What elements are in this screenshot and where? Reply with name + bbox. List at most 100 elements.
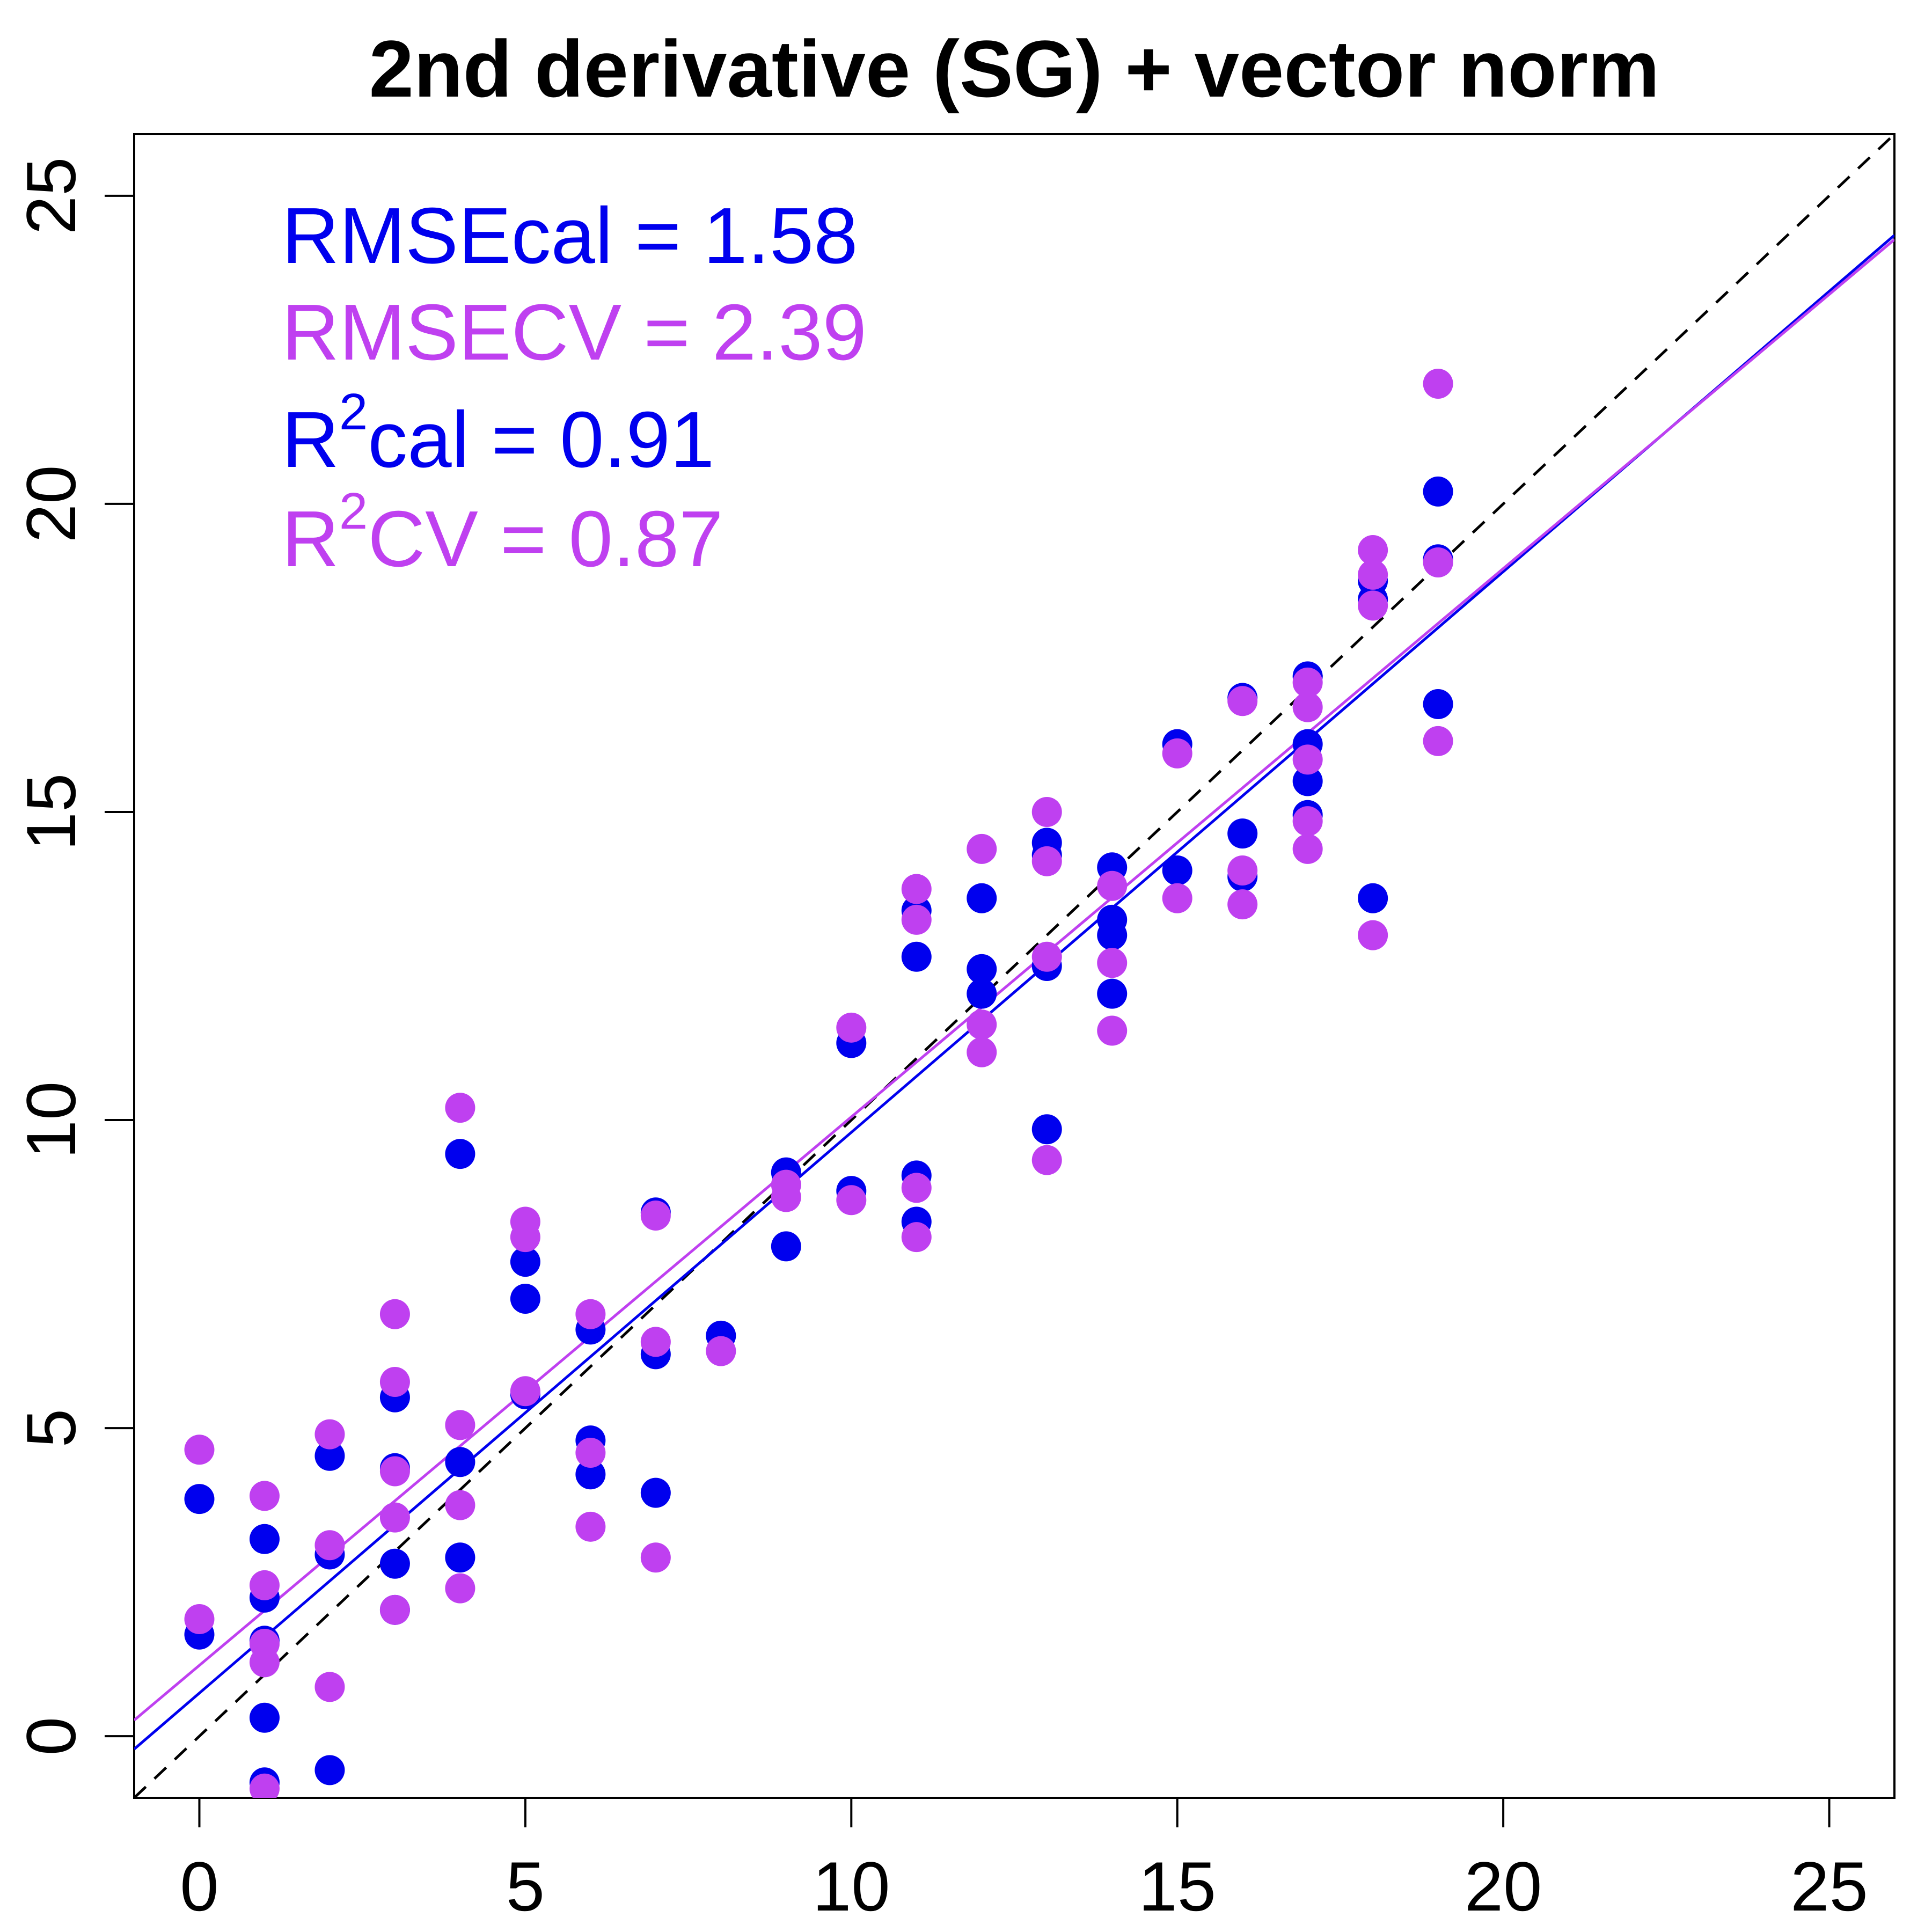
point-cv: [1227, 889, 1258, 920]
identity-line: [134, 134, 1894, 1798]
point-cv: [1031, 941, 1062, 972]
point-cv: [445, 1490, 475, 1520]
point-cv: [575, 1299, 606, 1329]
point-cal: [445, 1542, 475, 1573]
point-cv: [1031, 1145, 1062, 1175]
point-cv: [379, 1502, 410, 1533]
point-cal: [1097, 920, 1128, 950]
point-cv: [901, 874, 932, 904]
point-cv: [901, 1222, 932, 1253]
point-cv: [1358, 590, 1388, 621]
x-tick-label: 0: [180, 1847, 218, 1926]
y-tick-label: 20: [12, 465, 90, 543]
point-cv: [1423, 547, 1453, 577]
point-cv: [1227, 686, 1258, 716]
point-cal: [575, 1459, 606, 1490]
point-cv: [379, 1367, 410, 1397]
point-cv: [510, 1222, 540, 1253]
point-cal: [967, 978, 997, 1009]
point-cal: [445, 1139, 475, 1169]
point-cal: [1292, 766, 1323, 796]
point-cal: [314, 1755, 345, 1785]
point-cv: [314, 1530, 345, 1561]
x-tick-label: 15: [1138, 1847, 1216, 1926]
chart-title: 2nd derivative (SG) + vector norm: [369, 24, 1660, 114]
point-cv: [314, 1419, 345, 1450]
point-cv: [1292, 744, 1323, 775]
point-cv: [184, 1604, 215, 1635]
point-cv: [445, 1573, 475, 1604]
point-cv: [771, 1182, 801, 1212]
point-cv: [445, 1410, 475, 1440]
point-cv: [184, 1435, 215, 1465]
point-cv: [249, 1481, 280, 1511]
point-cv: [967, 1009, 997, 1040]
point-cv: [1097, 948, 1128, 978]
stats-annotation: RMSEcal = 1.58 RMSECV = 2.39 R2cal = 0.9…: [282, 192, 867, 583]
point-cv: [379, 1299, 410, 1329]
point-cv: [1423, 369, 1453, 399]
point-cal: [249, 1524, 280, 1554]
point-cv: [1423, 726, 1453, 756]
point-cal: [184, 1484, 215, 1514]
point-cv: [1358, 535, 1388, 565]
point-cal: [1227, 818, 1258, 849]
point-cv: [1097, 1015, 1128, 1046]
point-cv: [1292, 667, 1323, 698]
point-cal: [1097, 978, 1128, 1009]
point-cal: [249, 1702, 280, 1733]
point-cv: [379, 1456, 410, 1487]
point-cv: [640, 1201, 671, 1231]
regression-line-cv: [134, 238, 1894, 1722]
point-cv: [1162, 883, 1192, 913]
point-cv: [836, 1012, 867, 1043]
y-tick-label: 15: [12, 773, 90, 851]
point-cv: [1358, 920, 1388, 950]
point-cv: [967, 1037, 997, 1067]
point-cal: [967, 883, 997, 913]
point-cv: [379, 1594, 410, 1625]
plot-frame: [133, 133, 1896, 1799]
point-cv: [510, 1376, 540, 1407]
point-cal: [771, 1231, 801, 1262]
rmse-cv-label: RMSECV = 2.39: [282, 288, 867, 377]
point-cv: [901, 1173, 932, 1203]
point-cv: [1031, 796, 1062, 827]
point-cv: [249, 1773, 280, 1798]
point-cv: [1097, 870, 1128, 901]
point-cv: [445, 1093, 475, 1123]
x-axis: 0 5 10 15 20 25: [180, 1798, 1868, 1926]
point-cal: [1031, 1114, 1062, 1145]
x-tick-label: 25: [1790, 1847, 1868, 1926]
point-cv: [314, 1672, 345, 1702]
r2-cv-label: R2CV = 0.87: [282, 482, 723, 583]
point-cv: [1227, 855, 1258, 886]
point-cv: [706, 1336, 736, 1366]
point-cal: [379, 1548, 410, 1579]
y-tick-label: 25: [12, 157, 90, 235]
data-points: [184, 369, 1453, 1798]
point-cv: [967, 833, 997, 864]
x-tick-label: 20: [1465, 1847, 1542, 1926]
point-cv: [249, 1570, 280, 1600]
point-cv: [836, 1185, 867, 1216]
point-cv: [575, 1511, 606, 1542]
point-cv: [901, 904, 932, 935]
point-cv: [1292, 833, 1323, 864]
point-cv: [640, 1542, 671, 1573]
point-cal: [967, 954, 997, 984]
point-cal: [510, 1247, 540, 1277]
regression-lines: [134, 234, 1894, 1751]
point-cv: [249, 1647, 280, 1678]
point-cal: [510, 1284, 540, 1314]
point-cv: [1031, 846, 1062, 876]
point-cv: [640, 1327, 671, 1357]
point-cal: [1423, 476, 1453, 507]
point-cv: [575, 1438, 606, 1468]
point-cv: [1292, 806, 1323, 837]
y-axis: 0 5 10 15 20 25: [12, 157, 134, 1755]
r2-cal-label: R2cal = 0.91: [282, 383, 714, 484]
point-cal: [1358, 883, 1388, 913]
point-cal: [640, 1477, 671, 1508]
